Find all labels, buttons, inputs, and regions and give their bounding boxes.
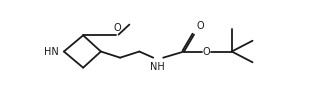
Text: HN: HN bbox=[44, 47, 59, 57]
Text: O: O bbox=[203, 47, 210, 57]
Text: NH: NH bbox=[150, 62, 165, 72]
Text: O: O bbox=[113, 23, 121, 33]
Text: O: O bbox=[196, 22, 204, 32]
